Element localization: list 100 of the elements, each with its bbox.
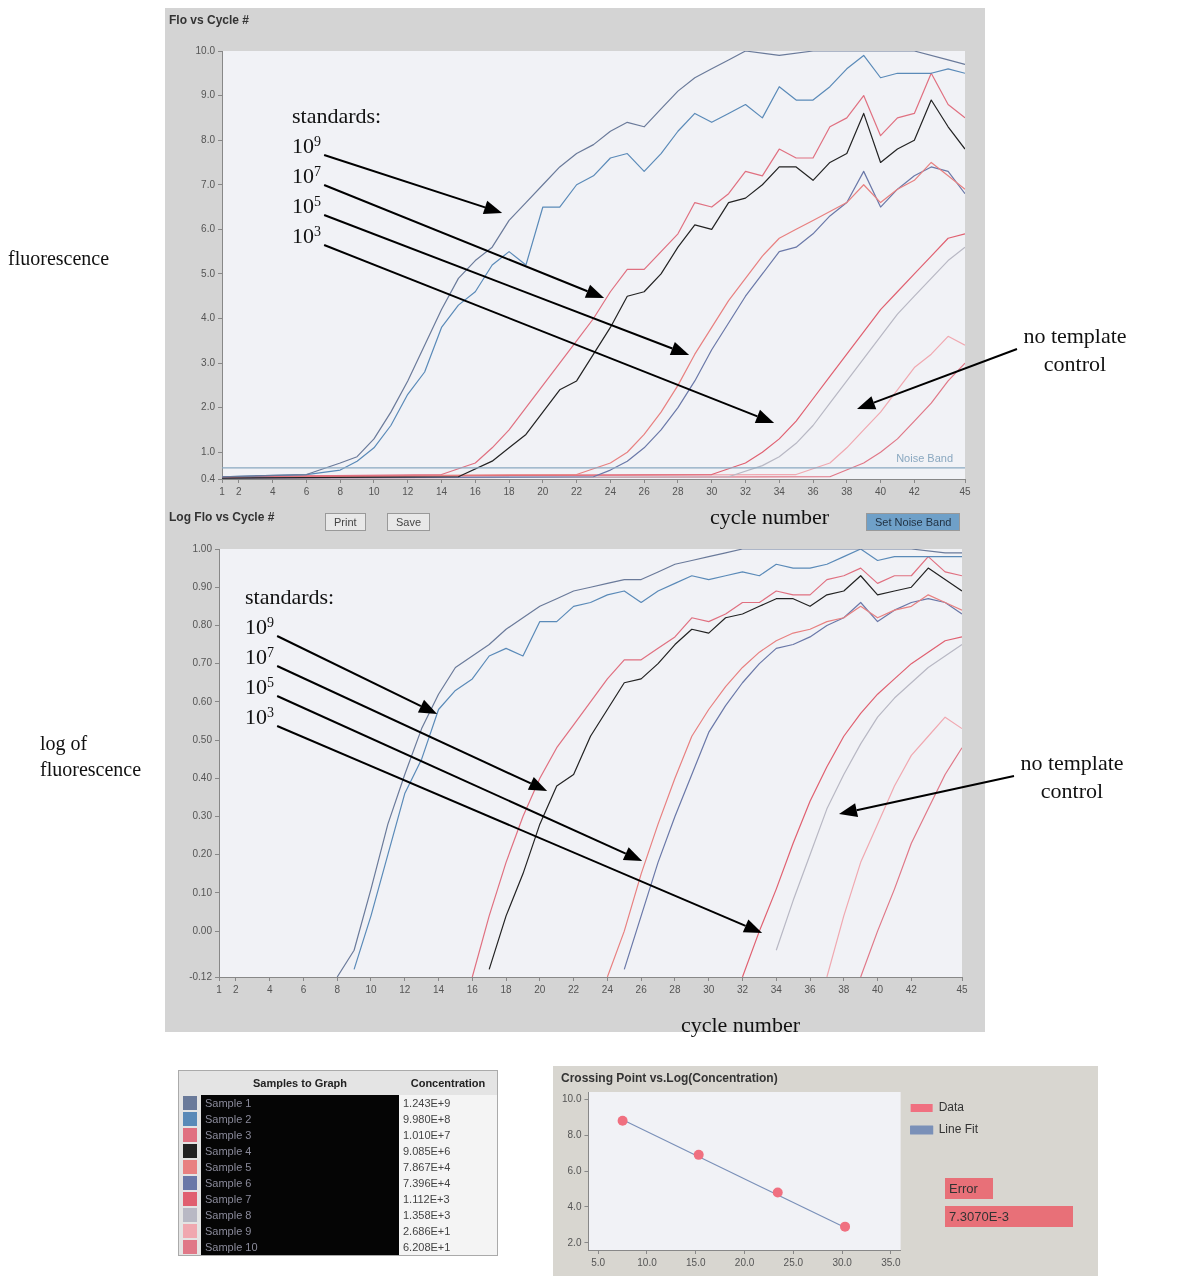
y-tick-label: 9.0 [201,89,216,101]
x-tick-label: 26 [635,983,648,995]
x-tick-label: 40 [872,983,884,995]
x-tick-label: 34 [773,485,786,497]
x-tick-label: 10 [365,983,377,995]
text: Error [945,1178,993,1199]
y-tick-label: 0.40 [192,772,213,784]
y-tick-label: 1.0 [201,446,216,457]
x-tick-label: 12 [402,485,414,497]
y-tick-label: 2.0 [567,1236,582,1248]
y-tick-label: 5.0 [201,267,216,279]
text: 1.243E+9 [403,1097,451,1109]
x-tick-label: 16 [469,485,482,497]
y-tick-label: 3.0 [201,356,216,368]
x-tick-label: 18 [503,485,516,497]
chart-title: Crossing Point vs.Log(Concentration) [561,1071,778,1085]
ref-line-label: Noise Band [896,452,953,465]
text: 9.085E+6 [403,1145,451,1157]
y-tick-label: 0.00 [192,924,213,936]
category-label: Sample 2 [201,1111,399,1127]
x-tick-label: 2 [233,983,240,995]
x-tick-label: 28 [669,983,681,995]
y-tick-label: 0.70 [192,657,213,669]
y-tick-label: 0.90 [192,580,213,592]
x-tick-label: 32 [739,485,752,497]
category-label: Sample 9 [201,1223,399,1239]
text: 7.867E+4 [403,1161,451,1173]
annotation: 10$^{5}$ [245,674,274,699]
text: no template control [1023,323,1127,376]
y-tick-label: 8.0 [567,1128,582,1140]
x-tick-label: 38 [838,983,850,995]
x-tick-label: 10.0 [637,1256,658,1268]
x-tick-label: 25.0 [783,1256,804,1268]
text: Samples to Graph [251,1076,349,1091]
chart-title: Log Flo vs Cycle # [169,510,275,524]
x-tick-label: 42 [908,485,921,497]
x-tick-label: 36 [807,485,820,497]
y-tick-label: 0.80 [192,619,213,631]
x-tick-label: 24 [604,485,617,497]
x-tick-label: 24 [601,983,614,995]
x-tick-label: 20 [537,485,549,497]
text: 9.980E+8 [403,1113,451,1125]
x-tick-label: 4 [266,983,273,995]
y-tick-label: 10.0 [561,1092,582,1104]
chart-title: Flo vs Cycle # [169,13,250,27]
y-tick-label: 8.0 [201,133,216,145]
annotation: standards: [292,103,382,128]
x-tick-label: 1 [219,485,226,497]
y-axis-title: log of fluorescence [40,732,142,780]
x-tick-label: 18 [500,983,513,995]
y-tick-label: 10.0 [195,44,216,56]
x-tick-label: 26 [638,485,651,497]
category-label: Sample 1 [201,1095,399,1111]
y-tick-label: 2.0 [201,401,216,413]
y-tick-label: 0.50 [192,733,213,745]
annotation: 10$^{9}$ [292,133,321,158]
x-tick-label: 10 [368,485,380,497]
x-tick-label: 22 [568,983,580,995]
x-tick-label: 8 [334,983,341,995]
x-tick-label: 14 [432,983,445,995]
y-axis-title: fluorescence [8,247,110,269]
button: Save [387,513,431,531]
legend-label: Data [938,1100,965,1115]
x-tick-label: 14 [435,485,448,497]
annotation: 10$^{3}$ [245,704,274,729]
y-tick-label: 0.30 [192,810,213,822]
text: 1.010E+7 [403,1129,451,1141]
x-tick-label: 16 [466,983,479,995]
x-axis-title: cycle number [680,1012,801,1037]
y-tick-label: 0.20 [192,848,213,860]
text: 7.3070E-3 [945,1206,1073,1227]
x-tick-label: 34 [770,983,783,995]
text: no template control [1020,750,1124,803]
annotation: standards: [245,584,335,609]
x-axis-title: cycle number [710,504,830,530]
y-tick-label: 4.0 [567,1200,582,1212]
text: 1.112E+3 [403,1193,450,1205]
x-tick-label: 15.0 [686,1256,706,1268]
y-tick-label: 0.60 [192,695,213,707]
x-tick-label: 20.0 [734,1256,755,1268]
y-tick-label: 7.0 [201,178,216,190]
annotation: 10$^{3}$ [292,223,321,248]
y-tick-label: 0.10 [192,886,213,898]
x-tick-label: 36 [804,983,817,995]
annotation: 10$^{7}$ [292,163,321,188]
x-tick-label: 30 [706,485,718,497]
y-tick-label: -0.12 [189,970,213,982]
category-label: Sample 7 [201,1191,399,1207]
legend-label: Line Fit [938,1122,979,1137]
category-label: Sample 8 [201,1207,399,1223]
y-tick-label: 6.0 [567,1164,582,1176]
y-tick-label: 6.0 [201,223,216,235]
x-tick-label: 30.0 [832,1256,853,1268]
annotation: 10$^{7}$ [245,644,274,669]
text: 7.396E+4 [403,1177,451,1189]
category-label: Sample 5 [201,1159,399,1175]
category-label: Sample 10 [201,1239,399,1256]
text: 6.208E+1 [403,1241,451,1253]
x-tick-label: 32 [736,983,749,995]
y-tick-label: 1.00 [192,542,213,554]
